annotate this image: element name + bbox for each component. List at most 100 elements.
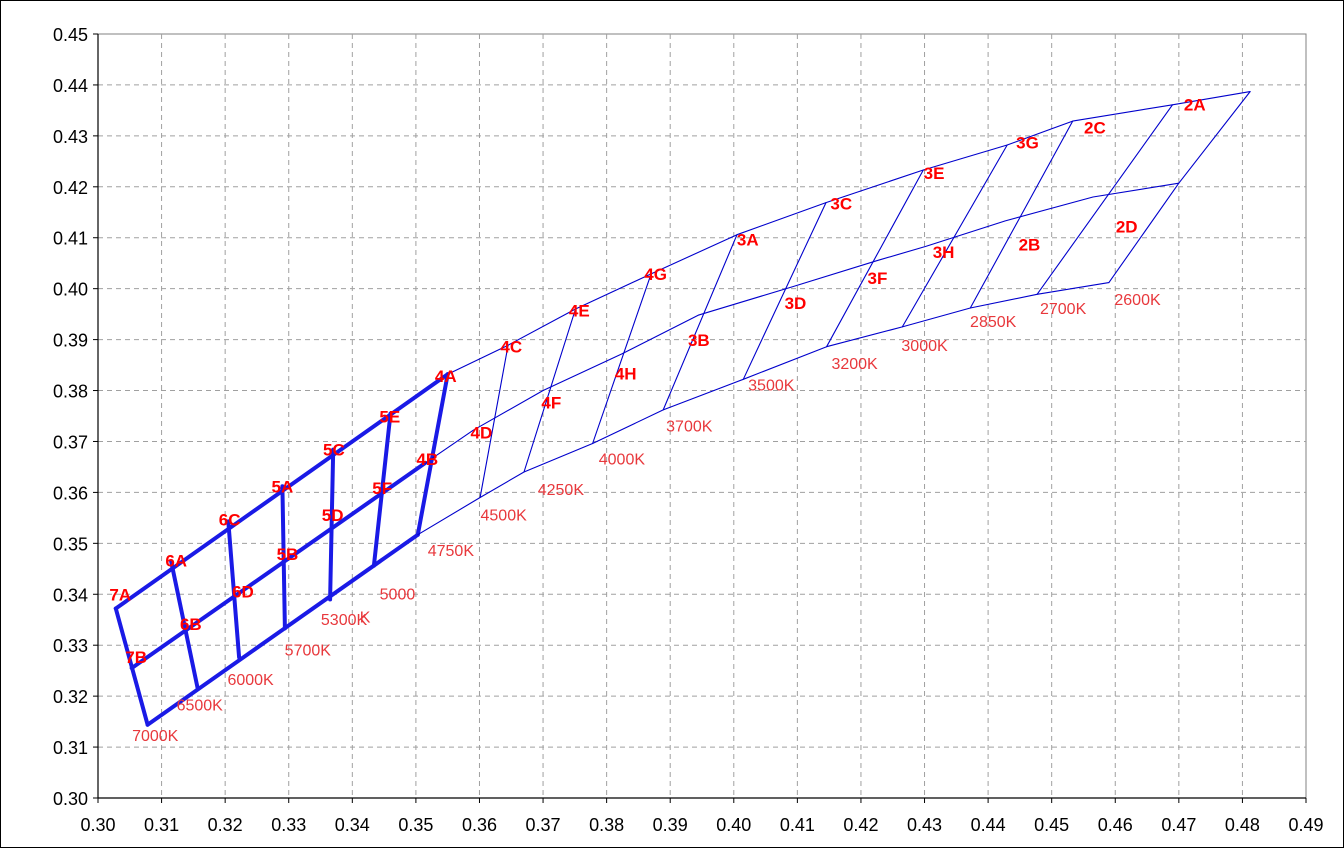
bin-label: 4G (644, 265, 667, 284)
cct-label: K (360, 609, 371, 626)
bin-label: 4E (569, 302, 590, 321)
bin-label: 5D (322, 506, 344, 525)
x-tick-label: 0.33 (271, 815, 306, 835)
bold-bin-line (169, 559, 200, 691)
y-tick-label: 0.38 (53, 382, 88, 402)
bin-label: 5A (272, 477, 294, 496)
cct-label: 5000 (380, 586, 416, 603)
x-tick-label: 0.32 (208, 815, 243, 835)
cct-label: 3000K (901, 338, 948, 355)
bin-label: 3C (830, 195, 852, 214)
bin-label: 2B (1019, 235, 1041, 254)
axis-ticks: 0.30 0.31 0.32 0.33 0.34 0.35 0.36 0.37 0.38 0.39… (53, 25, 1324, 835)
y-tick-label: 0.39 (53, 331, 88, 351)
y-tick-label: 0.41 (53, 229, 88, 249)
bold-bin-line (328, 447, 336, 602)
x-tick-label: 0.45 (1034, 815, 1069, 835)
cct-label: 3200K (831, 356, 878, 373)
bold-bin-line (113, 606, 150, 727)
bin-label: 4D (471, 423, 493, 442)
x-tick-label: 0.49 (1288, 815, 1323, 835)
y-tick-label: 0.30 (53, 789, 88, 809)
cct-label: 3700K (666, 418, 713, 435)
x-tick-label: 0.41 (780, 815, 815, 835)
bin-label: 3D (785, 294, 807, 313)
x-tick-label: 0.35 (398, 815, 433, 835)
bin-label: 5F (372, 479, 392, 498)
cct-label: 6500K (177, 697, 224, 714)
y-tick-label: 0.43 (53, 127, 88, 147)
y-tick-label: 0.31 (53, 738, 88, 758)
bin-label: 6D (232, 582, 254, 601)
x-tick-label: 0.30 (80, 815, 115, 835)
bin-label: 5C (323, 441, 345, 460)
cct-label: 4750K (428, 543, 475, 560)
x-tick-label: 0.38 (589, 815, 624, 835)
bin-label: 2D (1116, 218, 1138, 237)
bin-lines (113, 91, 1251, 727)
cct-label: 6000K (227, 672, 274, 689)
x-tick-label: 0.34 (335, 815, 370, 835)
bold-bin-line (129, 460, 428, 671)
thin-bin-line (479, 344, 509, 499)
bin-label: 3E (924, 164, 945, 183)
cct-label: 5700K (285, 642, 332, 659)
bin-label: 3G (1016, 134, 1039, 153)
bold-bin-line (226, 519, 242, 660)
y-tick-label: 0.33 (53, 636, 88, 656)
gridlines (98, 34, 1306, 798)
thin-bin-line (424, 182, 1180, 464)
y-tick-label: 0.37 (53, 432, 88, 452)
bin-label: 5E (379, 408, 400, 427)
cct-label: 2850K (970, 314, 1017, 331)
bin-label: 4F (541, 393, 561, 412)
cct-label: 4000K (599, 451, 646, 468)
bin-label: 4B (416, 450, 438, 469)
thin-bin-line (662, 234, 738, 411)
x-tick-label: 0.31 (144, 815, 179, 835)
thin-bin-line (901, 144, 1008, 328)
bin-label: 2A (1184, 95, 1206, 114)
x-tick-label: 0.40 (716, 815, 751, 835)
x-tick-label: 0.36 (462, 815, 497, 835)
thin-bin-line (742, 202, 827, 380)
bin-label: 6B (180, 615, 202, 634)
x-tick-label: 0.47 (1161, 815, 1196, 835)
thin-bin-line (523, 308, 577, 473)
x-tick-label: 0.39 (653, 815, 688, 835)
y-tick-label: 0.35 (53, 534, 88, 554)
bold-bin-line (280, 484, 287, 631)
bin-label: 4C (500, 337, 522, 356)
bin-labels: 7A 6A 6C 5A 5C 5E 4A 7B 6B 6D 5B 5D 5F 4B 4C 4E 4G 3A 3C 3E… (109, 95, 1205, 667)
y-tick-label: 0.44 (53, 76, 88, 96)
bold-bin-line (371, 411, 393, 568)
cct-label: 2700K (1040, 301, 1087, 318)
plot-area (97, 33, 1307, 799)
bin-label: 6A (165, 551, 187, 570)
y-tick-label: 0.36 (53, 483, 88, 503)
thin-bin-line (1036, 104, 1174, 295)
cct-label: 3500K (748, 378, 795, 395)
bin-label: 3A (737, 230, 759, 249)
bin-label: 3H (933, 243, 955, 262)
cct-label: 7000K (132, 728, 179, 745)
thin-bin-line (592, 273, 652, 445)
x-tick-label: 0.46 (1098, 815, 1133, 835)
bin-label: 4A (435, 367, 457, 386)
x-tick-label: 0.43 (907, 815, 942, 835)
thin-bin-line (1108, 91, 1251, 284)
x-tick-label: 0.48 (1225, 815, 1260, 835)
bin-label: 2C (1084, 118, 1106, 137)
thin-bin-line (969, 120, 1074, 309)
y-tick-label: 0.40 (53, 280, 88, 300)
y-tick-label: 0.42 (53, 178, 88, 198)
bin-label: 6C (219, 511, 241, 530)
cct-label: 5300K (321, 612, 368, 629)
bin-label: 5B (277, 545, 299, 564)
y-tick-label: 0.32 (53, 687, 88, 707)
bin-label: 7A (109, 585, 131, 604)
cct-label: 2600K (1114, 292, 1161, 309)
